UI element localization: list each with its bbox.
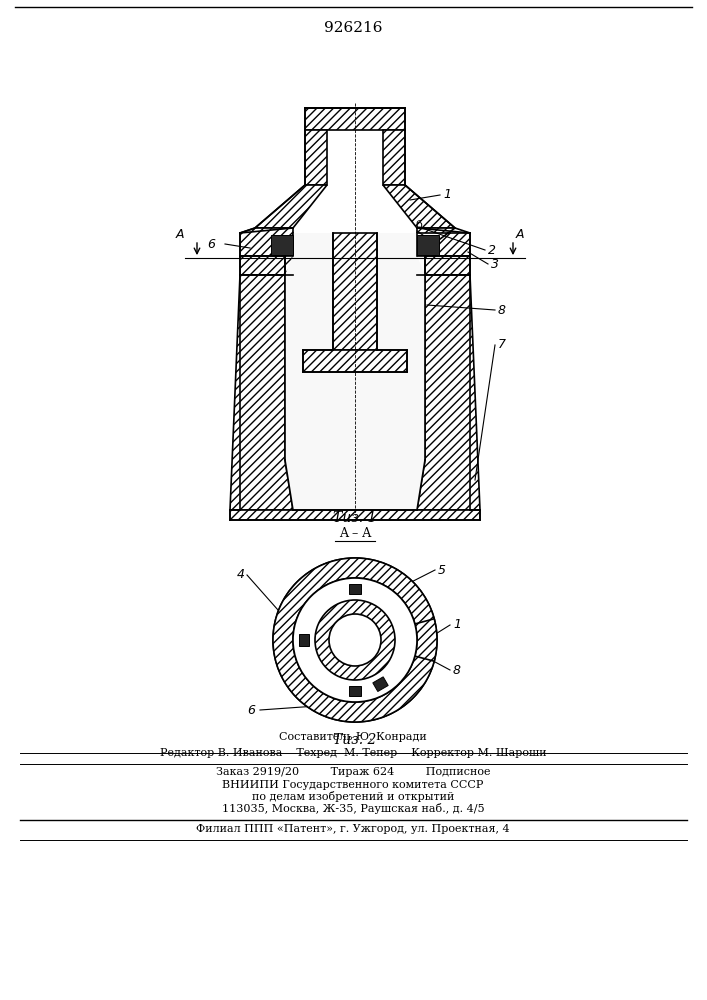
Text: Заказ 2919/20         Тираж 624         Подписное: Заказ 2919/20 Тираж 624 Подписное (216, 767, 490, 777)
Text: Филиал ППП «Патент», г. Ужгород, ул. Проектная, 4: Филиал ППП «Патент», г. Ужгород, ул. Про… (196, 824, 510, 834)
Polygon shape (383, 130, 405, 185)
Text: б: б (415, 220, 422, 230)
Text: Редактор В. Иванова    Техред  М. Тепер    Корректор М. Шароши: Редактор В. Иванова Техред М. Тепер Корр… (160, 748, 547, 758)
Text: Составитель Ю. Конради: Составитель Ю. Конради (279, 732, 427, 742)
Polygon shape (425, 256, 470, 275)
Text: A: A (176, 228, 185, 241)
Text: 1: 1 (453, 618, 461, 632)
Polygon shape (417, 275, 480, 510)
Polygon shape (383, 185, 455, 228)
Polygon shape (240, 228, 293, 256)
Text: 3: 3 (491, 257, 499, 270)
Polygon shape (255, 185, 327, 228)
Text: 6: 6 (247, 704, 255, 716)
Polygon shape (293, 374, 417, 510)
Text: 8: 8 (498, 304, 506, 316)
Text: 7: 7 (498, 338, 506, 352)
Text: ВНИИПИ Государственного комитета СССР: ВНИИПИ Государственного комитета СССР (222, 780, 484, 790)
Text: 5: 5 (438, 564, 446, 576)
Text: 4: 4 (237, 568, 245, 582)
Text: Τиз. 2: Τиз. 2 (333, 733, 377, 747)
Polygon shape (299, 634, 309, 646)
Polygon shape (417, 235, 439, 255)
PathPatch shape (273, 558, 437, 722)
Polygon shape (240, 256, 285, 275)
Polygon shape (417, 228, 470, 256)
Circle shape (293, 578, 417, 702)
Polygon shape (271, 235, 293, 255)
Text: по делам изобретений и открытий: по делам изобретений и открытий (252, 791, 454, 802)
Text: 6: 6 (207, 237, 215, 250)
Polygon shape (305, 108, 405, 130)
Text: 2: 2 (488, 243, 496, 256)
Polygon shape (349, 584, 361, 594)
Text: 8: 8 (453, 664, 461, 676)
Text: 1: 1 (443, 188, 451, 202)
Text: Τиз. 1: Τиз. 1 (333, 511, 377, 525)
Text: A – A: A – A (339, 527, 371, 540)
Polygon shape (285, 233, 425, 510)
Text: 113035, Москва, Ж-35, Раушская наб., д. 4/5: 113035, Москва, Ж-35, Раушская наб., д. … (222, 803, 484, 814)
Polygon shape (285, 256, 293, 275)
Polygon shape (349, 686, 361, 696)
Polygon shape (373, 677, 388, 691)
Circle shape (315, 600, 395, 680)
Polygon shape (230, 275, 293, 510)
Circle shape (273, 558, 437, 722)
Text: A: A (515, 228, 525, 241)
Polygon shape (333, 233, 377, 350)
Polygon shape (303, 350, 407, 372)
Polygon shape (230, 510, 480, 520)
Polygon shape (305, 130, 327, 185)
Circle shape (329, 614, 381, 666)
Text: 926216: 926216 (324, 21, 382, 35)
